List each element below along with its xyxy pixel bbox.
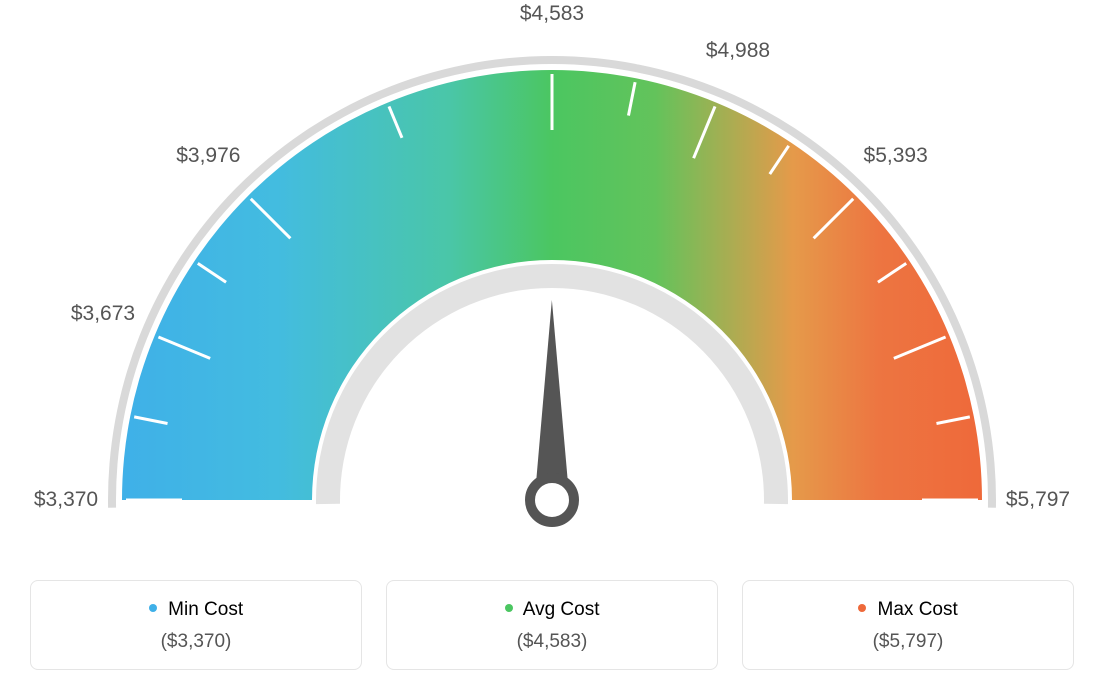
gauge-tick-label: $3,370: [34, 488, 98, 512]
gauge-tick-label: $4,583: [520, 2, 584, 26]
gauge-tick-label: $5,393: [864, 144, 928, 168]
max-cost-dot: [858, 604, 866, 612]
gauge: $3,370 $3,673 $3,976 $4,583 $4,988 $5,393 $5,7…: [0, 0, 1104, 550]
gauge-tick-label: $4,988: [706, 39, 770, 63]
gauge-tick-label: $5,797: [1006, 488, 1070, 512]
avg-cost-dot: [505, 604, 513, 612]
min-cost-label: Min Cost: [168, 599, 243, 620]
max-cost-title: Max Cost: [743, 599, 1073, 621]
legend-cards: Min Cost ($3,370) Avg Cost ($4,583) Max …: [30, 580, 1074, 670]
gauge-tick-label: $3,673: [71, 302, 135, 326]
chart-container: $3,370 $3,673 $3,976 $4,583 $4,988 $5,393 $5,7…: [0, 0, 1104, 690]
min-cost-dot: [149, 604, 157, 612]
gauge-tick-label: $3,976: [176, 144, 240, 168]
avg-cost-value: ($4,583): [387, 631, 717, 653]
min-cost-title: Min Cost: [31, 599, 361, 621]
max-cost-card: Max Cost ($5,797): [742, 580, 1074, 670]
min-cost-value: ($3,370): [31, 631, 361, 653]
min-cost-card: Min Cost ($3,370): [30, 580, 362, 670]
avg-cost-title: Avg Cost: [387, 599, 717, 621]
gauge-svg: [0, 0, 1104, 560]
avg-cost-card: Avg Cost ($4,583): [386, 580, 718, 670]
max-cost-label: Max Cost: [878, 599, 958, 620]
avg-cost-label: Avg Cost: [523, 599, 600, 620]
max-cost-value: ($5,797): [743, 631, 1073, 653]
